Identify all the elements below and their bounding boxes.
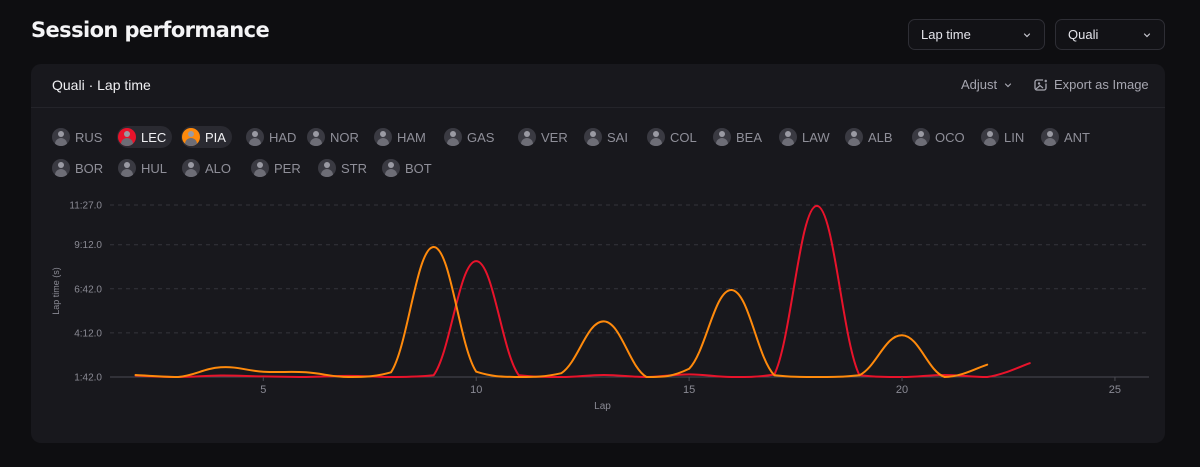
driver-avatar [118,128,136,146]
driver-chip-gas[interactable]: GAS [443,126,500,148]
x-tick-label: 15 [683,384,695,396]
driver-avatar [912,128,930,146]
driver-code: BOT [405,160,432,176]
image-export-icon [1034,78,1048,91]
driver-code: COL [670,129,697,145]
y-tick-label: 4:12.0 [74,328,102,339]
driver-chip-lec[interactable]: LEC [117,126,173,148]
driver-chip-bor[interactable]: BOR [51,157,109,179]
driver-avatar [52,128,70,146]
driver-chip-bea[interactable]: BEA [712,126,768,148]
driver-chip-ham[interactable]: HAM [373,126,432,148]
driver-avatar [182,128,200,146]
x-axis-label: Lap [594,401,611,412]
x-tick-label: 5 [260,384,266,396]
card-title: Quali · Lap time [52,77,151,93]
adjust-button[interactable]: Adjust [961,77,1013,92]
export-image-button[interactable]: Export as Image [1034,77,1149,92]
driver-code: BOR [75,160,104,176]
driver-avatar [584,128,602,146]
driver-chip-rus[interactable]: RUS [51,126,108,148]
driver-code: HUL [141,160,168,176]
driver-avatar [845,128,863,146]
driver-code: NOR [330,129,359,145]
driver-avatar [713,128,731,146]
driver-avatar [518,128,536,146]
driver-code: HAM [397,129,426,145]
driver-chip-lin[interactable]: LIN [980,126,1030,148]
y-tick-label: 1:42.0 [74,373,102,384]
driver-chip-oco[interactable]: OCO [911,126,971,148]
driver-avatar [382,159,400,177]
driver-chip-had[interactable]: HAD [245,126,302,148]
driver-chip-sai[interactable]: SAI [583,126,634,148]
driver-code: OCO [935,129,965,145]
driver-avatar [374,128,392,146]
adjust-label: Adjust [961,77,998,92]
driver-avatar [1041,128,1059,146]
driver-code: ALO [205,160,232,176]
driver-avatar [444,128,462,146]
chevron-down-icon [1023,32,1031,37]
driver-code: HAD [269,129,297,145]
driver-chip-pia[interactable]: PIA [181,126,232,148]
driver-chip-ver[interactable]: VER [517,126,574,148]
driver-code: LIN [1004,129,1025,145]
driver-code: PIA [205,129,226,145]
y-tick-label: 11:27.0 [69,201,102,212]
driver-chip-hul[interactable]: HUL [117,157,173,179]
series-line-pia [134,246,989,378]
driver-avatar [779,128,797,146]
driver-code: SAI [607,129,628,145]
driver-code: ALB [868,129,893,145]
chart-card: Quali · Lap time Adjust Export as Image … [31,64,1165,443]
driver-chip-alo[interactable]: ALO [181,157,237,179]
driver-code: PER [274,160,301,176]
driver-avatar [182,159,200,177]
metric-select-value: Lap time [921,27,971,42]
driver-avatar [52,159,70,177]
chevron-down-icon [1143,32,1151,37]
x-tick-label: 20 [896,384,908,396]
driver-code: RUS [75,129,103,145]
driver-avatar [647,128,665,146]
driver-chip-nor[interactable]: NOR [306,126,365,148]
driver-avatar [251,159,269,177]
driver-code: BEA [736,129,763,145]
driver-code: LAW [802,129,830,145]
driver-chip-law[interactable]: LAW [778,126,836,148]
driver-code: LEC [141,129,167,145]
driver-chip-per[interactable]: PER [250,157,307,179]
lap-time-chart: 1:42.0 4:12.0 6:42.0 9:12.0 11:27.0 5 10 15 20 25… [51,201,1149,412]
card-header: Quali · Lap time Adjust Export as Image [31,64,1165,108]
driver-avatar [246,128,264,146]
session-select-value: Quali [1068,27,1099,42]
page-title: Session performance [31,18,270,42]
chevron-down-icon [1005,82,1012,87]
driver-code: VER [541,129,568,145]
x-tick-label: 10 [470,384,482,396]
y-axis-label: Lap time (s) [51,267,61,315]
driver-avatar [318,159,336,177]
driver-chip-ant[interactable]: ANT [1040,126,1096,148]
driver-avatar [118,159,136,177]
driver-code: GAS [467,129,495,145]
session-select[interactable]: Quali [1055,19,1165,50]
driver-chip-str[interactable]: STR [317,157,373,179]
driver-avatar [981,128,999,146]
x-tick-label: 25 [1109,384,1121,396]
driver-code: ANT [1064,129,1090,145]
driver-avatar [307,128,325,146]
driver-code: STR [341,160,367,176]
driver-chip-col[interactable]: COL [646,126,703,148]
series-line-lec [134,204,1031,378]
driver-chip-bot[interactable]: BOT [381,157,438,179]
metric-select[interactable]: Lap time [908,19,1045,50]
driver-chip-alb[interactable]: ALB [844,126,899,148]
y-tick-label: 9:12.0 [74,240,102,251]
export-label: Export as Image [1054,77,1149,92]
y-tick-label: 6:42.0 [74,284,102,295]
